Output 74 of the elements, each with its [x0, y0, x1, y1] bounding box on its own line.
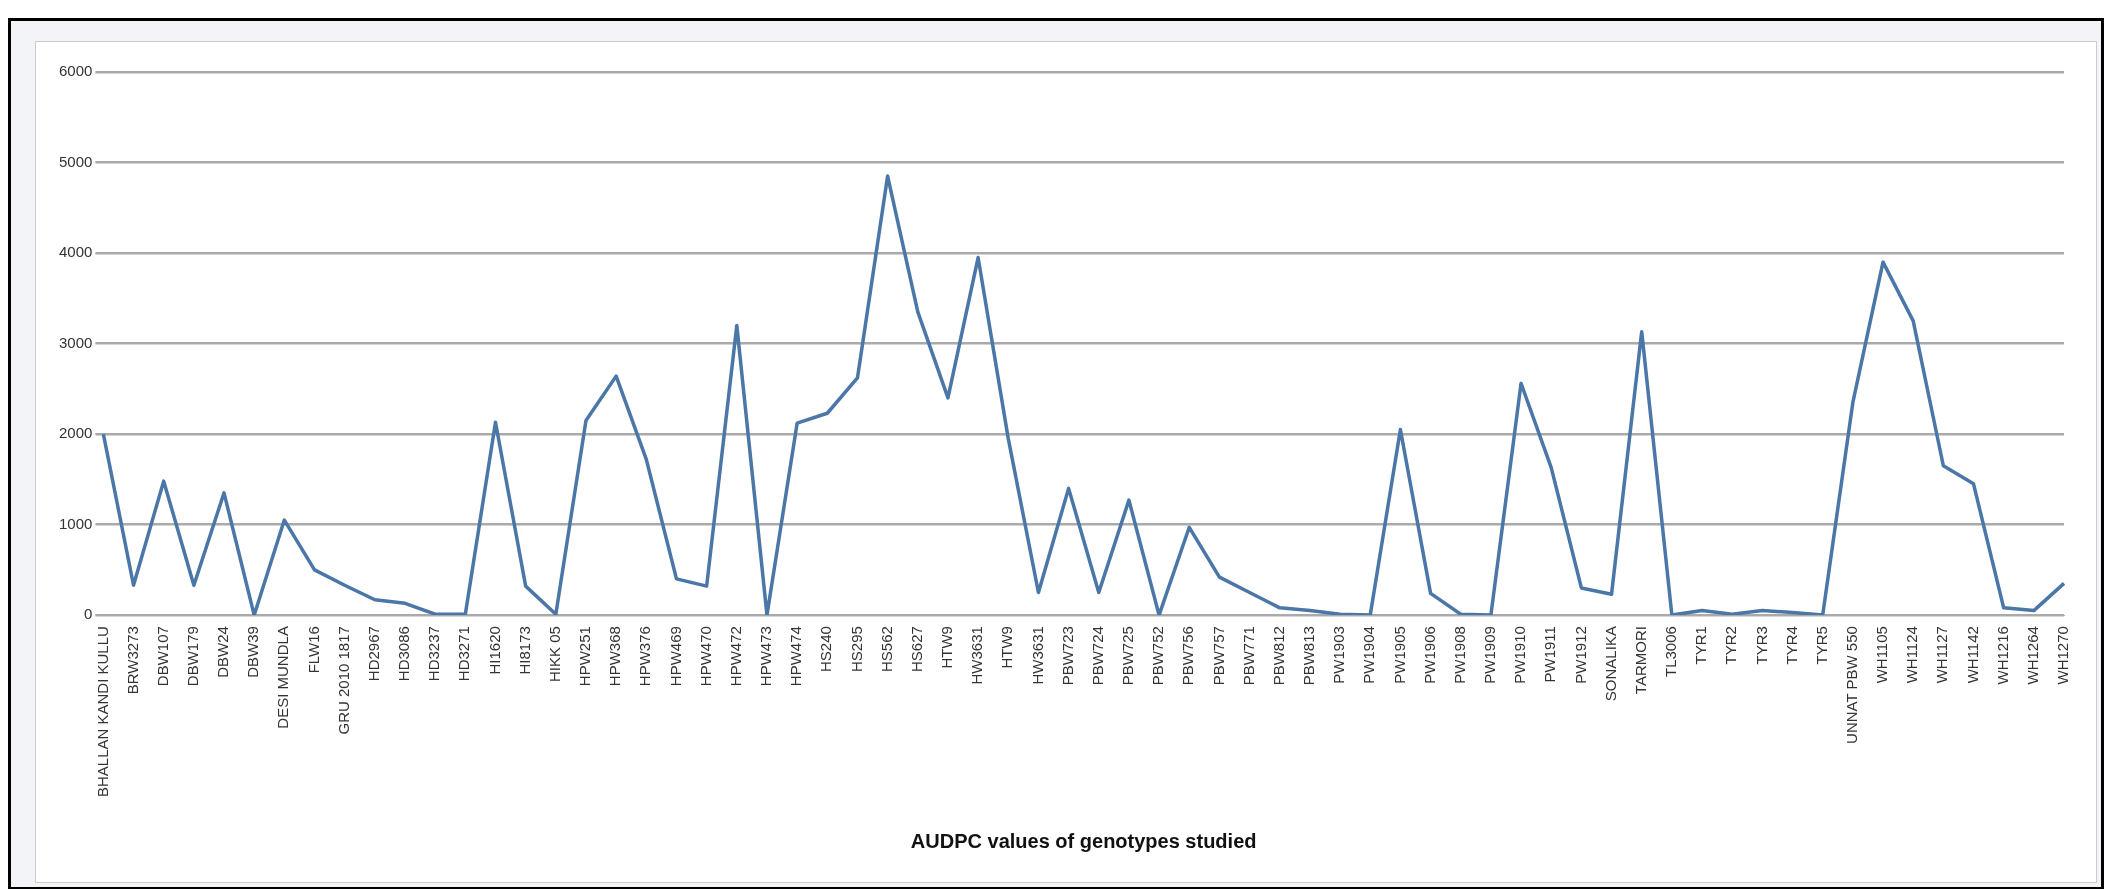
x-tick-label: PW1909 — [1481, 626, 1499, 684]
x-tick-label: PBW757 — [1209, 626, 1227, 686]
x-tick-label: WH1264 — [2023, 626, 2041, 685]
x-tick-label: PBW812 — [1269, 626, 1287, 686]
x-tick-label: TARMORI — [1631, 626, 1649, 695]
x-tick-label: HS240 — [817, 626, 835, 672]
x-tick-label: HS562 — [877, 626, 895, 672]
x-tick-label: HPW473 — [757, 626, 775, 687]
x-tick-label: DESI MUNDLA — [274, 626, 292, 729]
y-tick-label: 0 — [84, 605, 93, 623]
x-tick-label: HW3631 — [968, 626, 986, 685]
x-tick-label: HD3086 — [395, 626, 413, 682]
x-tick-label: HTW9 — [938, 626, 956, 669]
x-tick-label: HS627 — [907, 626, 925, 672]
x-tick-label: BHALLAN KANDI KULLU — [93, 626, 111, 798]
x-tick-label: HI1620 — [485, 626, 503, 675]
x-tick-label: WH1142 — [1963, 626, 1981, 684]
x-tick-label: PW1905 — [1390, 626, 1408, 684]
x-tick-label: WH1127 — [1933, 626, 1951, 684]
x-tick-label: PW1912 — [1571, 626, 1589, 684]
x-tick-label: PW1904 — [1360, 626, 1378, 684]
x-tick-label: TYR2 — [1722, 626, 1740, 665]
y-tick-label: 4000 — [58, 243, 93, 261]
x-tick-label: TYR1 — [1692, 626, 1710, 665]
y-tick-label: 6000 — [58, 62, 93, 80]
x-tick-label: TYR5 — [1812, 626, 1830, 665]
x-tick-label: PBW723 — [1058, 626, 1076, 686]
x-tick-label: HD3237 — [425, 626, 443, 682]
x-tick-label: UNNAT PBW 550 — [1843, 626, 1860, 744]
x-tick-label: HI8173 — [515, 626, 533, 675]
x-tick-label: PW1910 — [1511, 626, 1529, 684]
x-tick-label: TYR4 — [1782, 626, 1800, 665]
x-tick-label: PBW752 — [1149, 626, 1167, 686]
x-tick-label: TL3006 — [1662, 626, 1680, 677]
x-tick-label: PBW771 — [1239, 626, 1257, 686]
x-tick-label: PW1911 — [1541, 626, 1559, 683]
x-tick-label: HPW472 — [726, 626, 744, 687]
x-tick-label: HPW470 — [696, 626, 714, 687]
x-tick-label: DBW24 — [214, 626, 232, 678]
x-tick-label: PBW724 — [1088, 626, 1106, 686]
x-tick-label: PW1908 — [1450, 626, 1468, 684]
x-tick-label: WH1216 — [1993, 626, 2011, 685]
x-tick-label: HD3271 — [455, 626, 473, 682]
x-tick-label: FLW16 — [304, 626, 322, 674]
y-tick-label: 5000 — [58, 152, 93, 170]
x-tick-label: WH1105 — [1873, 626, 1891, 684]
x-tick-label: HPW368 — [606, 626, 624, 687]
x-tick-label: TYR3 — [1752, 626, 1770, 665]
x-tick-label: DBW39 — [244, 626, 262, 678]
x-tick-label: HS295 — [847, 626, 865, 672]
x-tick-label: HPW376 — [636, 626, 654, 687]
x-tick-label: PW1903 — [1330, 626, 1348, 684]
x-tick-label: WH1124 — [1903, 626, 1921, 684]
x-tick-label: HPW251 — [576, 626, 594, 687]
x-tick-label: BRW3273 — [123, 626, 141, 695]
y-tick-label: 2000 — [58, 424, 93, 442]
x-tick-label: PBW725 — [1119, 626, 1137, 686]
y-tick-label: 1000 — [58, 514, 93, 532]
x-tick-label: PBW813 — [1300, 626, 1318, 686]
x-tick-label: DBW107 — [153, 626, 171, 687]
x-tick-label: WH1270 — [2054, 626, 2072, 685]
x-axis-title: AUDPC values of genotypes studied — [910, 829, 1257, 852]
x-tick-label: PW1906 — [1420, 626, 1438, 684]
x-tick-label: HPW474 — [787, 626, 805, 687]
x-tick-label: HW3631 — [1028, 626, 1046, 685]
x-tick-label: DBW179 — [184, 626, 201, 687]
x-tick-label: HTW9 — [998, 626, 1016, 669]
x-tick-label: HD2967 — [364, 626, 382, 682]
x-tick-label: HPW469 — [666, 626, 684, 687]
x-tick-label: GRU 2010 1817 — [334, 626, 352, 735]
x-tick-label: PBW756 — [1179, 626, 1197, 686]
x-tick-label: SONALIKA — [1601, 626, 1619, 702]
x-tick-label: HIKK 05 — [545, 626, 563, 682]
y-tick-label: 3000 — [58, 333, 93, 351]
